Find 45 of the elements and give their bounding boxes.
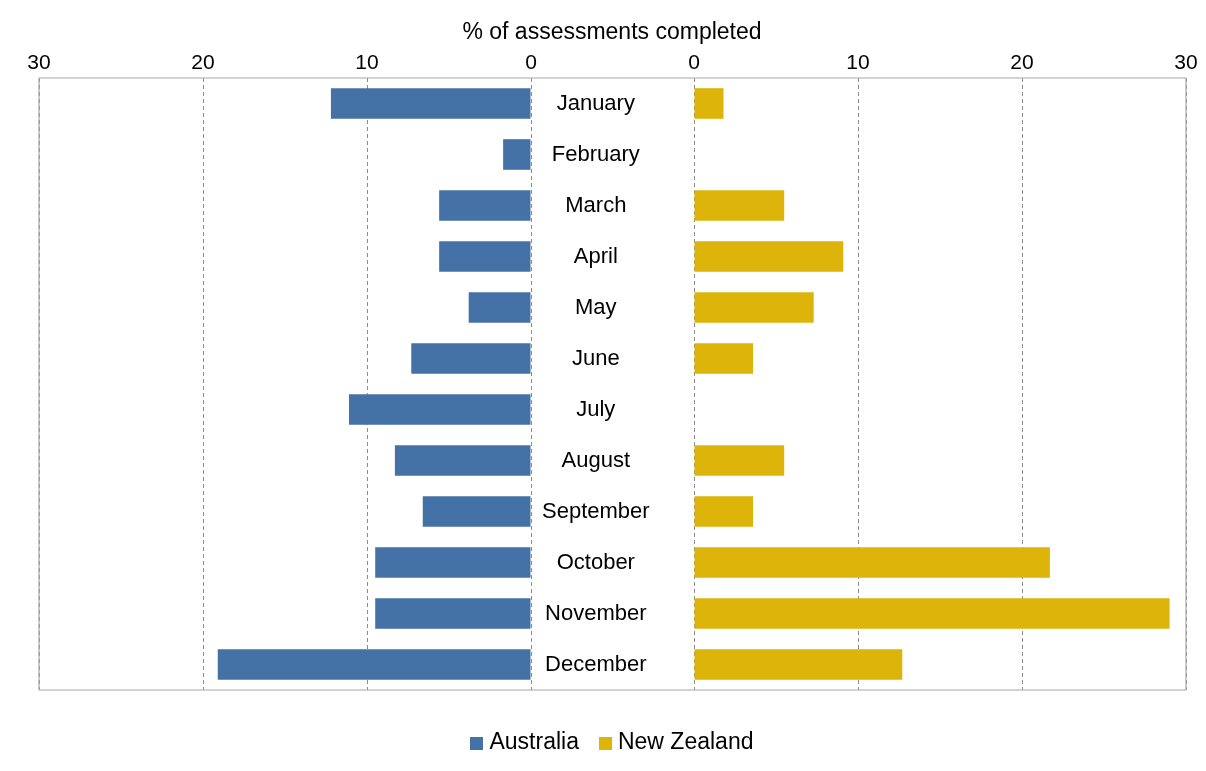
y-tick-label: February xyxy=(551,140,640,166)
y-tick-label: May xyxy=(575,293,617,319)
y-tick-label: November xyxy=(545,599,647,625)
bar xyxy=(394,445,531,476)
bar xyxy=(694,445,785,476)
x-tick-label: 10 xyxy=(355,50,379,74)
bar xyxy=(503,139,531,170)
bar xyxy=(694,190,785,221)
bar xyxy=(694,547,1050,578)
y-tick-label: September xyxy=(542,497,650,523)
bar xyxy=(217,649,531,680)
bar xyxy=(439,241,531,272)
bar xyxy=(411,343,531,374)
bar xyxy=(375,547,531,578)
bar xyxy=(694,496,754,527)
y-tick-label: April xyxy=(573,242,618,268)
x-tick-label: 30 xyxy=(1174,50,1198,74)
bar xyxy=(330,88,531,119)
y-tick-label: January xyxy=(556,89,635,115)
bar xyxy=(422,496,531,527)
y-tick-label: July xyxy=(576,395,616,421)
legend-label: Australia xyxy=(489,728,579,755)
x-tick-label: 20 xyxy=(1010,50,1034,74)
bar xyxy=(694,343,754,374)
y-tick-label: March xyxy=(565,191,627,217)
bar xyxy=(694,598,1170,629)
y-tick-label: August xyxy=(561,446,631,472)
legend-label: New Zealand xyxy=(617,728,754,755)
bar xyxy=(375,598,531,629)
x-tick-label: 0 xyxy=(688,50,700,74)
bar xyxy=(468,292,531,323)
y-tick-label: December xyxy=(545,650,647,676)
y-tick-label: October xyxy=(556,548,635,574)
bar xyxy=(694,649,903,680)
bar xyxy=(348,394,531,425)
bar xyxy=(439,190,531,221)
x-tick-label: 0 xyxy=(525,50,537,74)
y-tick-label: June xyxy=(571,344,620,370)
bar xyxy=(694,292,814,323)
x-tick-label: 30 xyxy=(27,50,51,74)
x-tick-label: 10 xyxy=(846,50,870,74)
bar xyxy=(694,88,724,119)
x-axis-title: % of assessments completed xyxy=(461,18,763,45)
bar xyxy=(694,241,844,272)
x-tick-label: 20 xyxy=(191,50,215,74)
